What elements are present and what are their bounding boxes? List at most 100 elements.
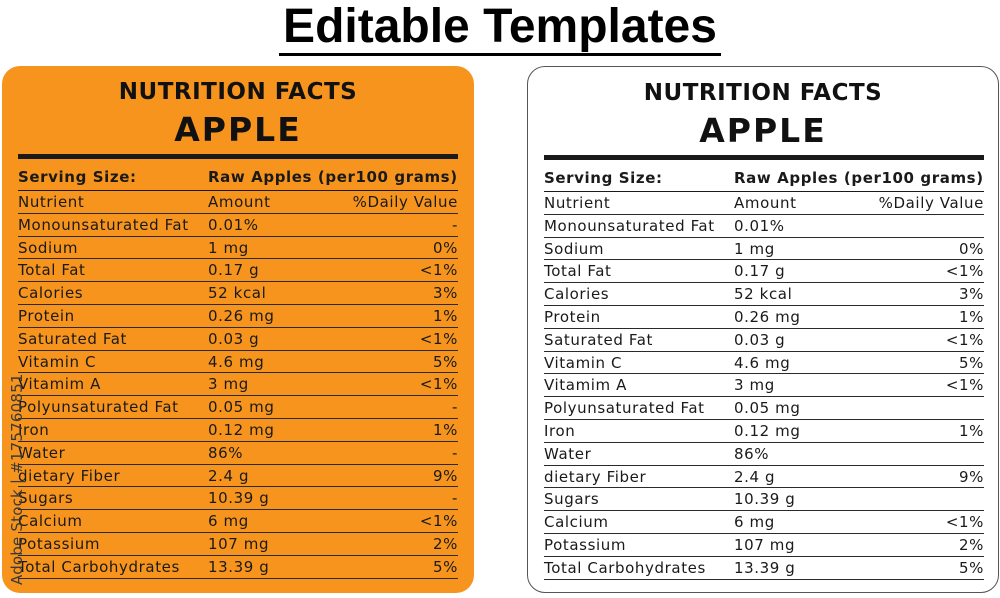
nutrient-daily-value: -: [451, 215, 458, 234]
serving-size-value: Raw Apples (per100 grams): [734, 169, 984, 187]
nutrient-amount: 86%: [208, 443, 244, 462]
table-row: Potassium 107 mg 2%: [544, 534, 984, 557]
serving-size-label: Serving Size:: [18, 168, 137, 186]
page-heading: Editable Templates: [0, 2, 1000, 56]
nutrient-name: Monounsaturated Fat: [18, 215, 189, 234]
nutrient-daily-value: <1%: [419, 512, 458, 531]
header-daily-value: %Daily Value: [352, 193, 458, 211]
nutrient-name: Potassium: [544, 535, 627, 554]
table-row: Vitamin C 4.6 mg 5%: [18, 351, 458, 374]
nutrient-amount: 0.01%: [208, 215, 259, 234]
serving-size-label: Serving Size:: [544, 169, 663, 187]
table-row: Water 86% -: [18, 442, 458, 465]
nutrient-amount: 2.4 g: [208, 466, 250, 485]
table-row: Polyunsaturated Fat 0.05 mg: [544, 397, 984, 420]
card-title: NUTRITION FACTS: [643, 80, 883, 106]
nutrient-name: Protein: [18, 306, 75, 325]
nutrient-daily-value: 5%: [433, 557, 458, 576]
header-nutrient: Nutrient: [544, 194, 611, 212]
nutrient-daily-value: 0%: [959, 239, 984, 258]
nutrient-name: Sugars: [18, 489, 74, 508]
nutrient-amount: 4.6 mg: [208, 352, 265, 371]
card-product: APPLE: [174, 110, 302, 149]
nutrient-daily-value: 5%: [959, 353, 984, 372]
table-row: Vitamin C 4.6 mg 5%: [544, 352, 984, 375]
nutrient-daily-value: <1%: [419, 261, 458, 280]
nutrient-name: Calories: [544, 285, 610, 304]
nutrient-name: Saturated Fat: [18, 329, 127, 348]
nutrient-name: Vitamin C: [544, 353, 623, 372]
table-row: dietary Fiber 2.4 g 9%: [18, 465, 458, 488]
nutrient-amount: 0.05 mg: [208, 398, 275, 417]
nutrient-name: Polyunsaturated Fat: [544, 399, 705, 418]
nutrient-name: Sugars: [544, 490, 600, 509]
table-row: Total Fat 0.17 g <1%: [544, 260, 984, 284]
nutrient-daily-value: <1%: [419, 375, 458, 394]
nutrition-card-white: NUTRITION FACTS APPLE Serving Size: Raw A…: [527, 66, 999, 593]
nutrient-name: Sodium: [18, 238, 79, 257]
nutrient-name: Protein: [544, 307, 601, 326]
table-row: Sodium 1 mg 0%: [18, 237, 458, 260]
table-row: Saturated Fat 0.03 g <1%: [544, 329, 984, 352]
nutrient-daily-value: 1%: [959, 307, 984, 326]
nutrient-daily-value: <1%: [945, 513, 984, 532]
card-title: NUTRITION FACTS: [118, 79, 358, 105]
header-row: Nutrient Amount %Daily Value: [18, 191, 458, 214]
table-row: Calories 52 kcal 3%: [544, 283, 984, 306]
table-row: Potassium 107 mg 2%: [18, 533, 458, 556]
nutrient-daily-value: 9%: [959, 467, 984, 486]
nutrient-amount: 6 mg: [734, 513, 775, 532]
nutrient-name: Water: [544, 444, 592, 463]
nutrient-name: Vitamin C: [18, 352, 97, 371]
nutrient-amount: 86%: [734, 444, 770, 463]
serving-size-row: Serving Size: Raw Apples (per100 grams): [18, 164, 458, 191]
nutrient-name: Vitamim A: [544, 376, 627, 395]
nutrient-amount: 0.26 mg: [734, 307, 801, 326]
table-row: Sugars 10.39 g: [544, 488, 984, 512]
table-row: Vitamim A 3 mg <1%: [544, 374, 984, 398]
table-row: Protein 0.26 mg 1%: [544, 306, 984, 329]
nutrient-name: dietary Fiber: [18, 466, 121, 485]
nutrient-name: Monounsaturated Fat: [544, 216, 715, 235]
table-row: Iron 0.12 mg 1%: [544, 420, 984, 443]
nutrient-daily-value: 1%: [959, 421, 984, 440]
nutrient-amount: 0.17 g: [208, 261, 260, 280]
nutrient-daily-value: 0%: [433, 238, 458, 257]
nutrient-amount: 0.12 mg: [208, 420, 275, 439]
header-row: Nutrient Amount %Daily Value: [544, 192, 984, 215]
table-row: Total Carbohydrates 13.39 g 5%: [544, 557, 984, 580]
nutrient-amount: 107 mg: [208, 534, 270, 553]
nutrient-amount: 3 mg: [208, 375, 249, 394]
nutrient-name: Potassium: [18, 534, 101, 553]
nutrient-name: Total Carbohydrates: [18, 557, 180, 576]
nutrient-amount: 10.39 g: [734, 490, 796, 509]
nutrient-amount: 6 mg: [208, 512, 249, 531]
table-row: Vitamim A 3 mg <1%: [18, 373, 458, 397]
table-row: Calories 52 kcal 3%: [18, 282, 458, 305]
nutrient-amount: 0.26 mg: [208, 306, 275, 325]
table-row: Protein 0.26 mg 1%: [18, 305, 458, 328]
serving-size-row: Serving Size: Raw Apples (per100 grams): [544, 165, 984, 192]
nutrient-name: Saturated Fat: [544, 330, 653, 349]
nutrient-name: Sodium: [544, 239, 605, 258]
nutrient-daily-value: 3%: [433, 284, 458, 303]
table-row: Total Carbohydrates 13.39 g 5%: [18, 556, 458, 579]
nutrient-daily-value: <1%: [419, 329, 458, 348]
nutrient-name: Vitamim A: [18, 375, 101, 394]
table-row: Polyunsaturated Fat 0.05 mg -: [18, 396, 458, 419]
table-row: dietary Fiber 2.4 g 9%: [544, 466, 984, 489]
nutrient-daily-value: 2%: [959, 535, 984, 554]
header-nutrient: Nutrient: [18, 193, 85, 211]
nutrient-daily-value: -: [451, 489, 458, 508]
nutrient-name: dietary Fiber: [544, 467, 647, 486]
nutrient-name: Total Fat: [18, 261, 86, 280]
nutrient-name: Total Fat: [544, 262, 612, 281]
nutrient-amount: 52 kcal: [734, 285, 793, 304]
nutrient-name: Iron: [18, 420, 50, 439]
table-row: Total Fat 0.17 g <1%: [18, 259, 458, 283]
page-title: Editable Templates: [279, 2, 721, 56]
nutrient-name: Polyunsaturated Fat: [18, 398, 179, 417]
nutrient-amount: 13.39 g: [208, 557, 270, 576]
nutrient-daily-value: 9%: [433, 466, 458, 485]
nutrient-daily-value: -: [451, 443, 458, 462]
